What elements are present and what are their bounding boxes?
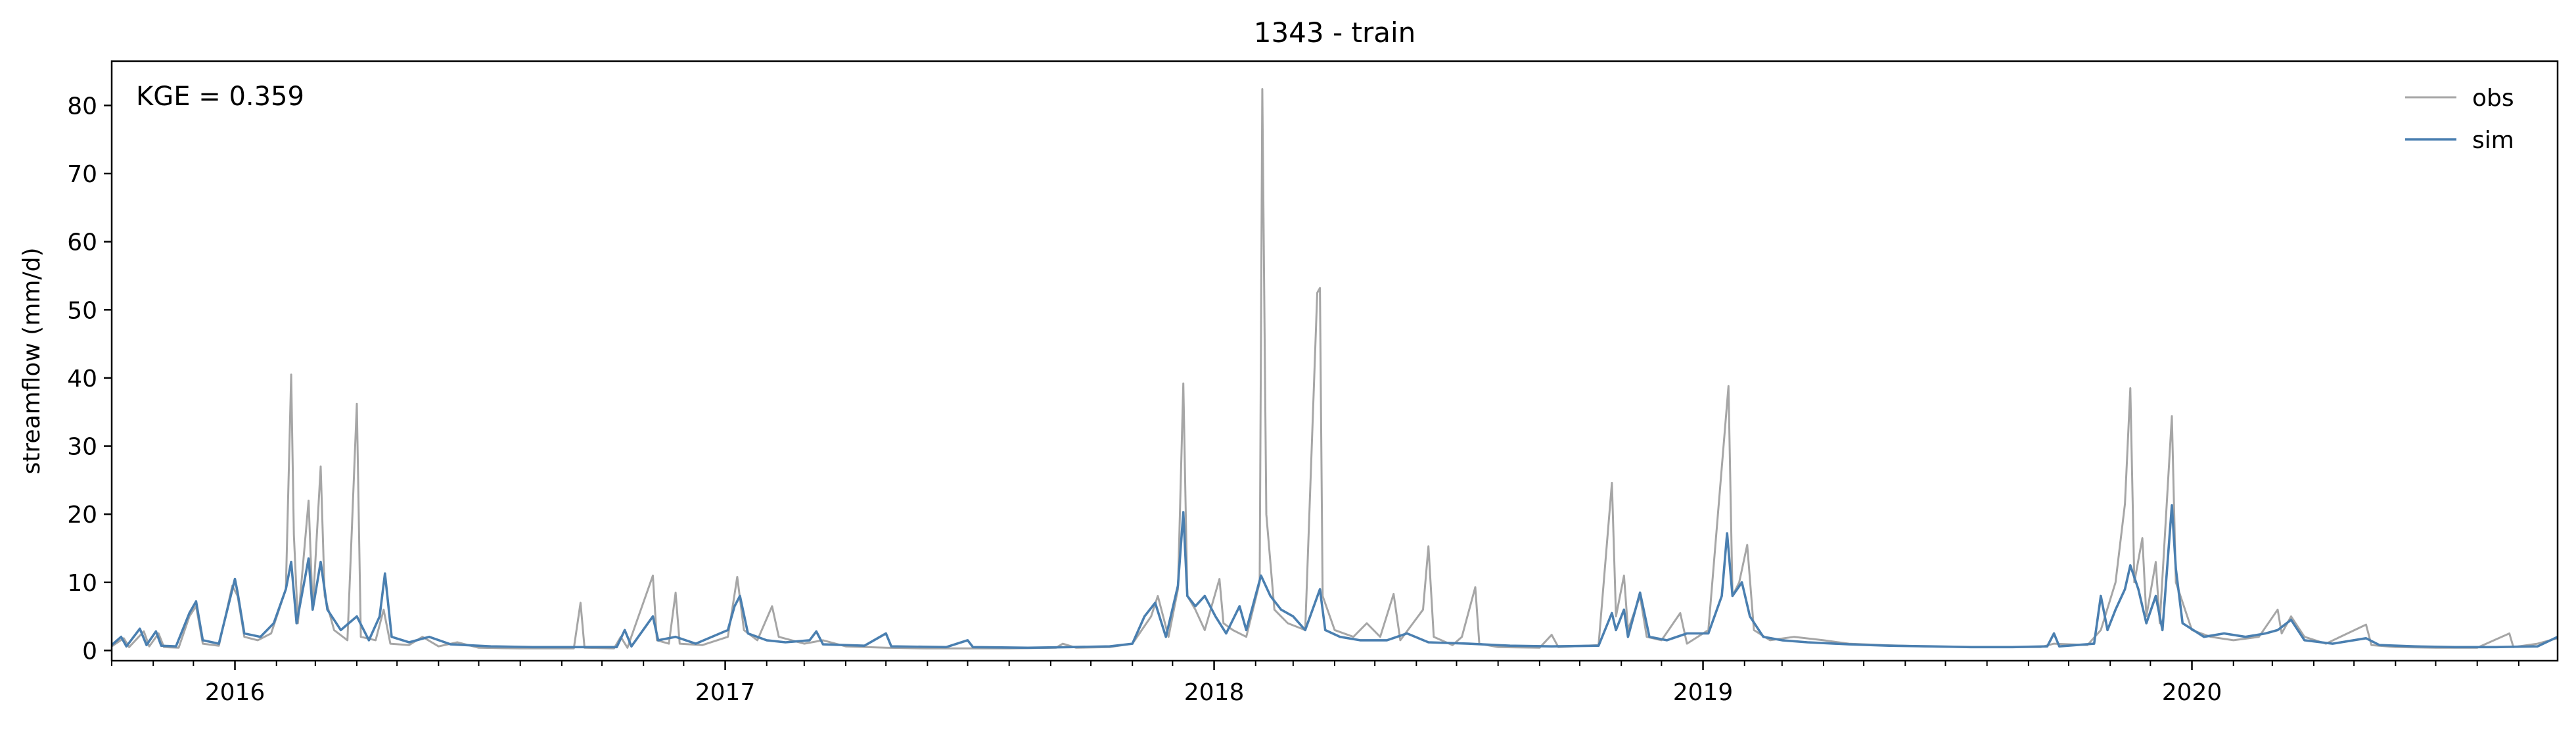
y-tick-label: 30 (67, 434, 97, 461)
chart-title: 1343 - train (1254, 16, 1416, 49)
x-tick-label: 2020 (2162, 679, 2222, 706)
y-tick-label: 40 (67, 366, 97, 392)
y-tick-label: 50 (67, 297, 97, 324)
x-tick-label: 2018 (1184, 679, 1245, 706)
legend-label-sim: sim (2472, 127, 2514, 154)
series-line-obs (112, 88, 2558, 650)
x-tick-label: 2017 (695, 679, 756, 706)
x-axis: 2016 2017 2018 2019 2020 (111, 661, 2519, 706)
legend: obs sim (2405, 85, 2514, 154)
x-tick-label: 2019 (1673, 679, 1734, 706)
series-line-sim (112, 504, 2558, 650)
x-tick-label: 2016 (205, 679, 265, 706)
y-axis-label: streamflow (mm/d) (18, 248, 45, 475)
y-axis: 0 10 20 30 40 50 60 70 80 (67, 93, 112, 665)
kge-annotation: KGE = 0.359 (136, 82, 304, 112)
series-layer (112, 88, 2558, 650)
y-tick-label: 10 (67, 570, 97, 597)
legend-label-obs: obs (2472, 85, 2514, 112)
y-tick-label: 60 (67, 229, 97, 256)
y-tick-label: 80 (67, 93, 97, 120)
plot-frame (110, 60, 2559, 662)
y-tick-label: 70 (67, 161, 97, 188)
y-tick-label: 20 (67, 502, 97, 529)
y-tick-label: 0 (82, 638, 97, 665)
